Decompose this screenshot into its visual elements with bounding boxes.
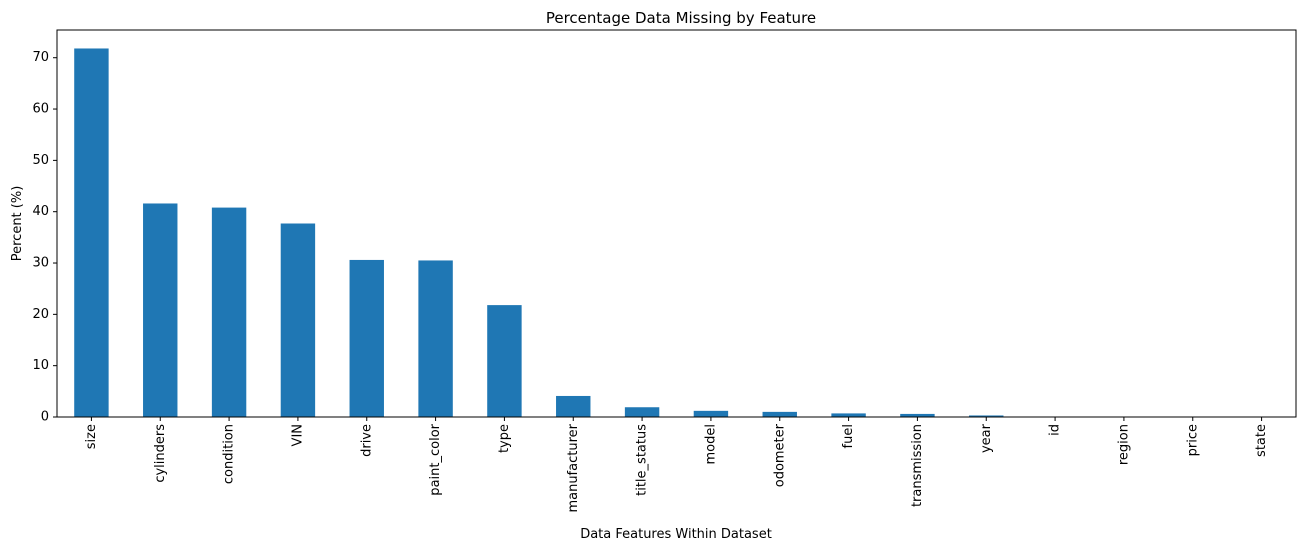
bar-odometer bbox=[762, 411, 797, 417]
bar-paint-color bbox=[418, 260, 453, 417]
x-tick-label: VIN bbox=[290, 424, 305, 446]
bar-transmission bbox=[900, 413, 935, 417]
bar-size bbox=[74, 48, 109, 417]
y-tick-label: 60 bbox=[32, 102, 49, 117]
bar-drive bbox=[349, 259, 384, 417]
bar-manufacturer bbox=[556, 395, 591, 417]
y-axis-label: Percent (%) bbox=[10, 186, 25, 262]
x-tick-label: drive bbox=[359, 424, 374, 457]
x-tick-label: fuel bbox=[841, 424, 856, 448]
x-tick-label: condition bbox=[222, 424, 237, 484]
x-axis-label: Data Features Within Dataset bbox=[580, 527, 772, 542]
y-tick-label: 20 bbox=[32, 307, 49, 322]
x-axis: size cylinders condition VIN drive paint_colo… bbox=[84, 417, 1269, 513]
x-tick-label: transmission bbox=[910, 424, 925, 507]
x-tick-label: model bbox=[703, 424, 718, 464]
y-tick-label: 0 bbox=[41, 410, 49, 425]
x-tick-label: odometer bbox=[772, 423, 787, 487]
x-tick-label: paint_color bbox=[428, 423, 443, 495]
bar-cylinders bbox=[143, 203, 178, 417]
x-tick-label: cylinders bbox=[153, 424, 168, 483]
bar-type bbox=[487, 305, 522, 417]
chart-title: Percentage Data Missing by Feature bbox=[546, 9, 816, 27]
x-tick-label: title_status bbox=[635, 424, 650, 496]
x-tick-label: manufacturer bbox=[566, 423, 581, 512]
y-tick-label: 30 bbox=[32, 256, 49, 271]
bar-title-status bbox=[624, 407, 660, 417]
bar-model bbox=[693, 410, 729, 417]
y-tick-label: 50 bbox=[32, 153, 49, 168]
x-tick-label: size bbox=[84, 424, 99, 449]
bar-vin bbox=[280, 223, 316, 417]
plot-frame bbox=[56, 29, 1297, 418]
bar-condition bbox=[211, 207, 247, 417]
bar-fuel bbox=[831, 413, 866, 417]
x-tick-label: region bbox=[1116, 424, 1131, 465]
x-tick-label: id bbox=[1048, 424, 1063, 436]
x-tick-label: year bbox=[979, 423, 994, 453]
y-axis: 0 10 20 30 40 50 60 70 bbox=[32, 50, 57, 425]
y-tick-label: 10 bbox=[32, 358, 49, 373]
x-tick-label: state bbox=[1254, 424, 1269, 457]
y-tick-label: 70 bbox=[32, 50, 49, 65]
y-tick-label: 40 bbox=[32, 204, 49, 219]
bars-group bbox=[74, 48, 1004, 417]
x-tick-label: price bbox=[1185, 424, 1200, 456]
x-tick-label: type bbox=[497, 424, 512, 453]
bar-year bbox=[969, 415, 1004, 417]
